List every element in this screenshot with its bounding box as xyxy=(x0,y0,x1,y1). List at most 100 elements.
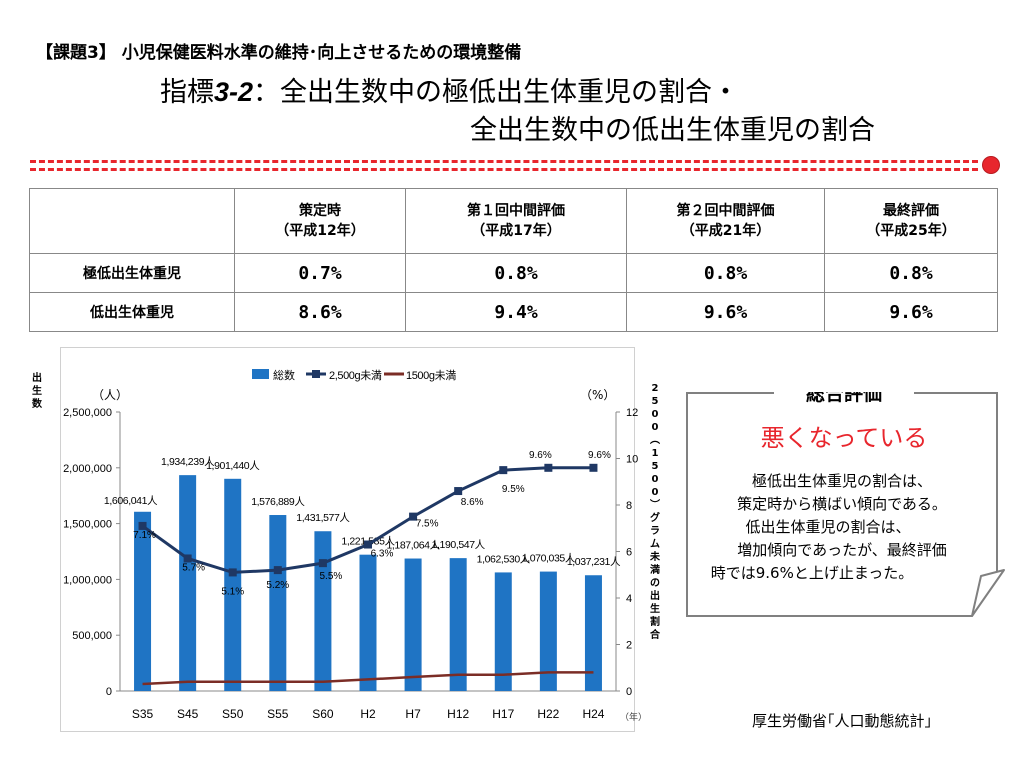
right-tick-label: 0 xyxy=(626,686,632,698)
line-data-label: 5.5% xyxy=(320,571,343,582)
x-tick-label: H24 xyxy=(582,707,604,721)
left-tick-label: 500,000 xyxy=(72,630,112,642)
bar xyxy=(404,558,422,691)
legend-label: 2,500g未満 xyxy=(329,369,382,382)
bar-data-label: 1,431,577人 xyxy=(296,512,350,524)
left-tick-label: 0 xyxy=(106,686,112,698)
line-data-label: 7.1% xyxy=(133,530,156,541)
page-title-line2: 全出生数中の低出生体重児の割合 xyxy=(470,115,875,146)
subtitle: 【課題3】 小児保健医料水準の維持･向上させるための環境整備 xyxy=(36,43,522,63)
x-tick-label: S50 xyxy=(222,707,244,721)
line-data-label: 5.7% xyxy=(182,562,205,573)
summary-fold-icon xyxy=(971,569,1005,617)
legend-label: 1500g未満 xyxy=(406,369,456,382)
right-tick-label: 8 xyxy=(626,500,632,512)
line-data-label: 7.5% xyxy=(416,519,439,530)
table-header-cell: 策定時 （平成12年） xyxy=(234,188,406,254)
line-data-label: 9.5% xyxy=(502,484,525,495)
bar-data-label: 1,037,231人 xyxy=(567,556,621,568)
summary-line: 時では9.6%と上げ止まった。 xyxy=(711,564,914,582)
summary-line: 低出生体重児の割合は、 xyxy=(745,518,910,536)
x-tick-label: H17 xyxy=(492,707,514,721)
bar xyxy=(314,531,332,691)
right-tick-label: 12 xyxy=(626,407,638,419)
line-data-label: 8.6% xyxy=(461,497,484,508)
left-axis-label-text: 出生数 xyxy=(32,373,42,410)
divider-dot-icon xyxy=(982,156,1000,174)
table-row: 極低出生体重児 0.7% 0.8% 0.8% 0.8% xyxy=(29,253,998,293)
header-line: （平成17年） xyxy=(471,223,561,239)
left-tick-label: 2,500,000 xyxy=(63,407,112,419)
summary-verdict: 悪くなっている xyxy=(761,424,928,452)
x-tick-label: H7 xyxy=(405,707,421,721)
left-tick-label: 1,000,000 xyxy=(63,574,112,586)
series-point-2500g xyxy=(273,566,282,575)
left-tick-label: 2,000,000 xyxy=(63,463,112,475)
series-point-2500g xyxy=(409,512,418,521)
summary-box: 総合評価 悪くなっている 極低出生体重児の割合は、 策定時から横ばい傾向である。… xyxy=(686,392,1005,617)
bar xyxy=(449,558,467,691)
source-note: 厚生労働省｢人口動態統計｣ xyxy=(752,712,933,730)
x-axis-unit: （年） xyxy=(620,711,647,723)
summary-line: 増加傾向であったが、最終評価 xyxy=(737,541,947,559)
page-title: 指標3-2：全出生数中の極低出生体重児の割合・ xyxy=(160,70,739,109)
bar-data-label: 1,062,530人 xyxy=(477,553,531,565)
legend-swatch-marker xyxy=(312,370,320,378)
table-cell: 8.6% xyxy=(234,292,406,332)
bar-data-label: 1,187,064人 xyxy=(386,540,440,552)
right-axis-label: 2 5 0 0 ︵ 1 5 0 0 ︶ グラム未満の出生割合 xyxy=(648,382,662,642)
bar-data-label: 1,606,041人 xyxy=(104,495,158,507)
right-tick-label: 6 xyxy=(626,547,632,559)
series-point-2500g xyxy=(138,521,147,530)
table-cell: 9.6% xyxy=(824,292,998,332)
series-point-2500g xyxy=(318,559,327,568)
summary-line: 極低出生体重児の割合は、 xyxy=(752,472,932,490)
x-tick-label: H2 xyxy=(360,707,376,721)
line-data-label: 9.6% xyxy=(529,450,552,461)
series-point-2500g xyxy=(454,487,463,496)
x-tick-label: H22 xyxy=(537,707,559,721)
summary-line: 策定時から横ばい傾向である。 xyxy=(737,495,947,513)
line-data-label: 5.2% xyxy=(266,580,289,591)
x-tick-label: S45 xyxy=(177,707,199,721)
left-axis-unit: （人） xyxy=(92,388,128,402)
row-label: 極低出生体重児 xyxy=(29,253,235,293)
series-point-2500g xyxy=(364,540,372,549)
header-line: （平成25年） xyxy=(866,223,956,239)
bar-data-label: 1,901,440人 xyxy=(206,460,260,472)
line-data-label: 9.6% xyxy=(588,450,611,461)
header-line: （平成12年） xyxy=(275,223,365,239)
bar xyxy=(539,571,557,691)
title-rest: ：全出生数中の極低出生体重児の割合・ xyxy=(253,77,740,108)
x-tick-label: S35 xyxy=(132,707,154,721)
series-point-2500g xyxy=(589,463,598,472)
bar xyxy=(224,478,242,691)
header-line: 第２回中間評価 xyxy=(676,203,775,219)
left-axis-label: 出生数 xyxy=(30,372,44,411)
x-tick-label: S55 xyxy=(267,707,289,721)
bar xyxy=(494,572,512,691)
chart-frame xyxy=(60,347,635,732)
bar xyxy=(179,475,197,691)
bar-data-label: 1,070,035人 xyxy=(522,553,576,565)
right-tick-label: 10 xyxy=(626,454,638,466)
series-point-2500g xyxy=(183,554,192,563)
legend-label: 総数 xyxy=(273,368,295,382)
x-tick-label: S60 xyxy=(312,707,334,721)
summary-title-bg xyxy=(774,392,914,400)
table-cell: 0.7% xyxy=(234,253,406,293)
header-line: （平成21年） xyxy=(680,223,771,239)
title-divider xyxy=(30,160,978,171)
right-axis-unit: （%） xyxy=(580,388,615,402)
title-prefix: 指標 xyxy=(160,77,214,108)
series-point-2500g xyxy=(228,568,237,577)
bar-data-label: 1,934,239人 xyxy=(161,456,215,468)
table-cell: 9.6% xyxy=(626,292,825,332)
header-line: 最終評価 xyxy=(883,203,939,219)
bar xyxy=(269,515,287,691)
row-label: 低出生体重児 xyxy=(29,292,235,332)
left-tick-label: 1,500,000 xyxy=(63,519,112,531)
line-data-label: 5.1% xyxy=(221,586,244,597)
right-tick-label: 2 xyxy=(626,640,632,652)
line-data-label: 6.3% xyxy=(371,549,394,560)
